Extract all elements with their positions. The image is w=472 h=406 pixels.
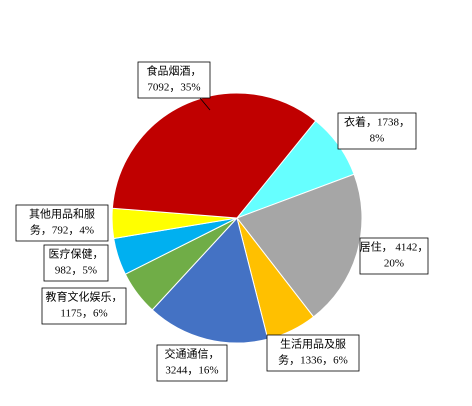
- label-box: [41, 287, 127, 325]
- label-box: [359, 237, 429, 275]
- label-box: [137, 61, 211, 99]
- data-label: 务，792，4%: [30, 224, 94, 237]
- pie-slice: [236, 173, 363, 318]
- data-label: 3244，16%: [165, 365, 218, 377]
- data-label: 生活用品及服: [280, 337, 346, 351]
- pie-slice: [151, 216, 269, 344]
- data-label: 教育文化娱乐，: [46, 290, 123, 304]
- label-box: [43, 244, 109, 282]
- data-label: 医疗保健，: [49, 247, 104, 261]
- label-box: [337, 112, 417, 150]
- label-box: [15, 204, 109, 242]
- data-label: 居住， 4142，: [360, 240, 429, 254]
- data-label: 其他用品和服: [29, 208, 95, 221]
- data-label: 食品烟酒，: [147, 64, 202, 78]
- leader-line: [199, 97, 211, 111]
- data-label: 7092，35%: [147, 82, 200, 94]
- data-label: 20%: [384, 258, 404, 270]
- data-label: 982，5%: [55, 265, 97, 277]
- data-label: 8%: [370, 133, 385, 145]
- data-label: 1175，6%: [60, 308, 107, 320]
- label-box: [266, 334, 360, 372]
- data-label: 交通通信，: [165, 347, 220, 361]
- label-box: [156, 344, 228, 382]
- data-label: 务，1336，6%: [278, 354, 348, 367]
- data-label: 衣着，1738，: [344, 115, 410, 129]
- pie-slice: [111, 92, 317, 219]
